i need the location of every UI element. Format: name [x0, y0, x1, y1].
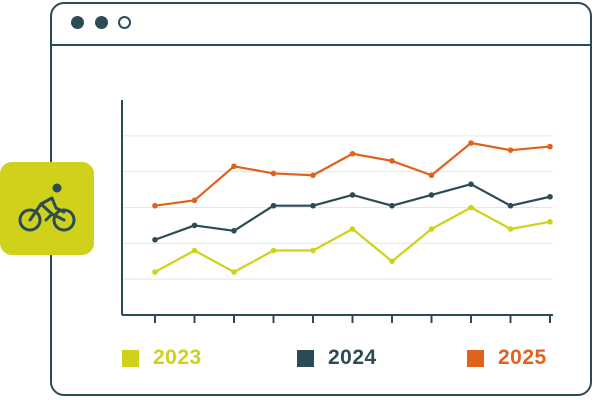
data-point-2025 [152, 202, 158, 209]
data-point-2024 [507, 202, 514, 209]
legend-item-2024: 2024 [297, 346, 377, 370]
data-point-2024 [428, 192, 435, 198]
data-point-2025 [468, 140, 474, 146]
data-point-2025 [349, 150, 356, 157]
window-dot-icon [95, 16, 108, 29]
window-dot-icon [71, 16, 84, 29]
data-point-2024 [468, 181, 474, 188]
data-point-2024 [231, 227, 237, 234]
data-point-2024 [389, 202, 395, 209]
data-point-2023 [231, 269, 237, 275]
bicycle-badge [0, 162, 94, 255]
data-point-2024 [349, 192, 356, 198]
data-point-2025 [191, 197, 198, 204]
data-point-2024 [191, 222, 198, 229]
data-point-2023 [547, 219, 553, 225]
data-point-2025 [428, 172, 435, 179]
legend-item-2023: 2023 [122, 346, 202, 370]
data-point-2024 [310, 202, 316, 209]
data-point-2023 [349, 226, 356, 232]
window-titlebar [52, 4, 590, 46]
data-point-2023 [191, 247, 198, 254]
legend-label: 2024 [328, 346, 377, 369]
data-point-2023 [270, 247, 277, 254]
legend-swatch [122, 349, 139, 367]
data-point-2025 [231, 163, 237, 170]
browser-window [50, 2, 592, 396]
data-point-2023 [389, 258, 395, 265]
data-point-2025 [389, 158, 395, 164]
data-point-2025 [507, 147, 514, 153]
data-point-2023 [507, 226, 514, 232]
data-point-2023 [310, 247, 316, 254]
data-point-2023 [428, 226, 435, 232]
series-line-2023 [154, 206, 551, 274]
data-point-2024 [152, 236, 158, 243]
data-point-2023 [152, 269, 158, 275]
data-point-2025 [270, 170, 277, 177]
legend-item-2025: 2025 [467, 346, 547, 370]
legend-swatch [297, 349, 314, 367]
window-dot-outline-icon [118, 16, 131, 29]
legend-label: 2025 [498, 346, 547, 369]
data-point-2025 [310, 172, 316, 179]
chart-grid [122, 135, 553, 280]
chart-series [152, 140, 553, 275]
legend-swatch [467, 349, 484, 367]
data-point-2024 [547, 193, 553, 200]
legend-label: 2023 [153, 346, 202, 369]
bicycle-icon [18, 183, 76, 232]
data-point-2023 [468, 204, 474, 211]
x-axis-ticks [154, 315, 551, 323]
data-point-2025 [547, 143, 553, 150]
data-point-2024 [270, 202, 277, 209]
